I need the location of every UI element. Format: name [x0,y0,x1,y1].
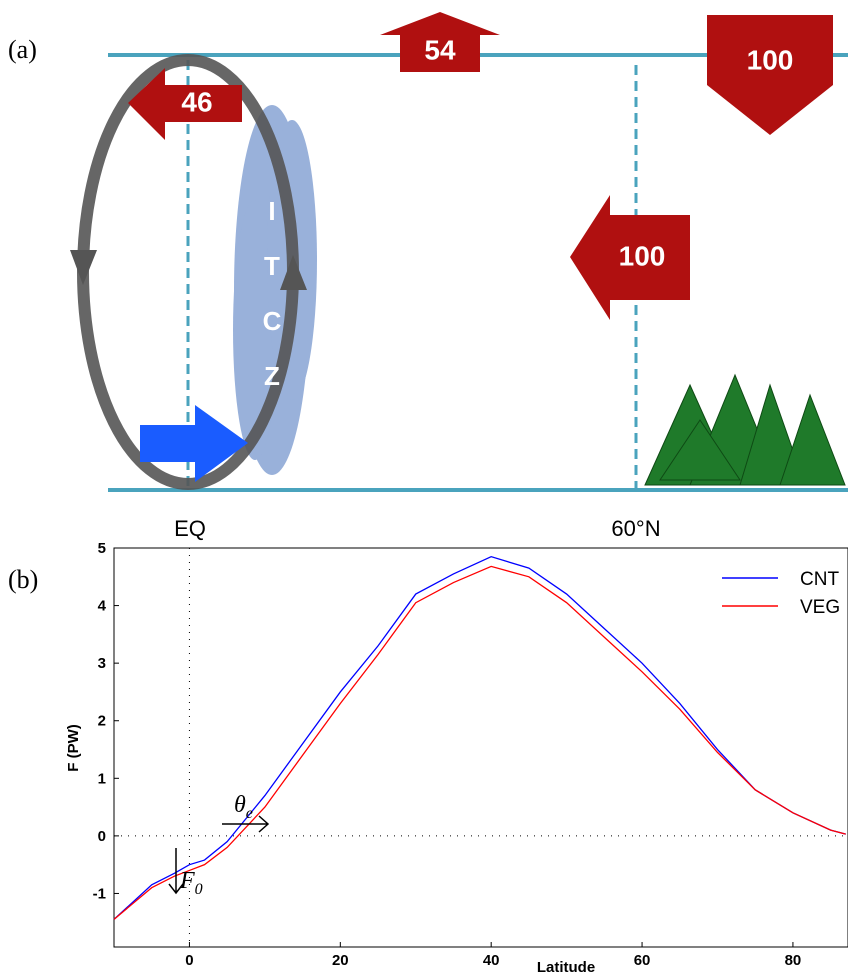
series-line [114,557,846,920]
x-tick-label: 60 [634,952,651,969]
y-tick-label: 1 [98,770,106,787]
itcz-letter: C [263,306,282,336]
series-line [114,566,846,919]
page: (a) I T C Z 54 100 46 100 EQ 60°N (b) La… [0,0,848,978]
annotation-subscript: e [246,805,253,822]
x-axis-label: Latitude [537,959,595,976]
y-tick-label: 0 [98,828,106,845]
arrow-label: 100 [619,240,666,271]
x-tick-label: 40 [483,952,500,969]
legend-label: CNT [800,569,839,590]
y-tick-label: -1 [93,885,106,902]
panel-label: (a) [8,35,37,64]
x-tick-label: 0 [185,952,193,969]
trees [645,375,845,485]
annotation-symbol: F [179,868,195,894]
annotation: θe [234,792,253,822]
annotation-subscript: 0 [195,881,203,898]
y-tick-label: 5 [98,540,106,557]
circulation-arrowhead [70,250,97,285]
arrow-label: 46 [181,86,212,117]
annotation-symbol: θ [234,792,246,818]
location-label: EQ [174,516,206,541]
y-tick-label: 2 [98,713,106,730]
x-tick-label: 20 [332,952,349,969]
panel-label: (b) [8,565,38,594]
itcz-letter: T [264,251,280,281]
x-tick-label: 80 [785,952,802,969]
annotation: F0 [179,868,203,898]
itcz-letter: Z [264,361,280,391]
y-tick-label: 4 [98,598,107,615]
y-tick-label: 3 [98,655,106,672]
arrow-label: 100 [747,44,794,75]
y-axis-label: F (PW) [65,724,82,771]
legend-label: VEG [800,597,840,618]
figure: (a) I T C Z 54 100 46 100 EQ 60°N (b) La… [0,0,848,978]
arrow-label: 54 [424,34,456,65]
itcz-letter: I [268,196,275,226]
location-label: 60°N [611,516,660,541]
axes-frame [114,548,848,947]
